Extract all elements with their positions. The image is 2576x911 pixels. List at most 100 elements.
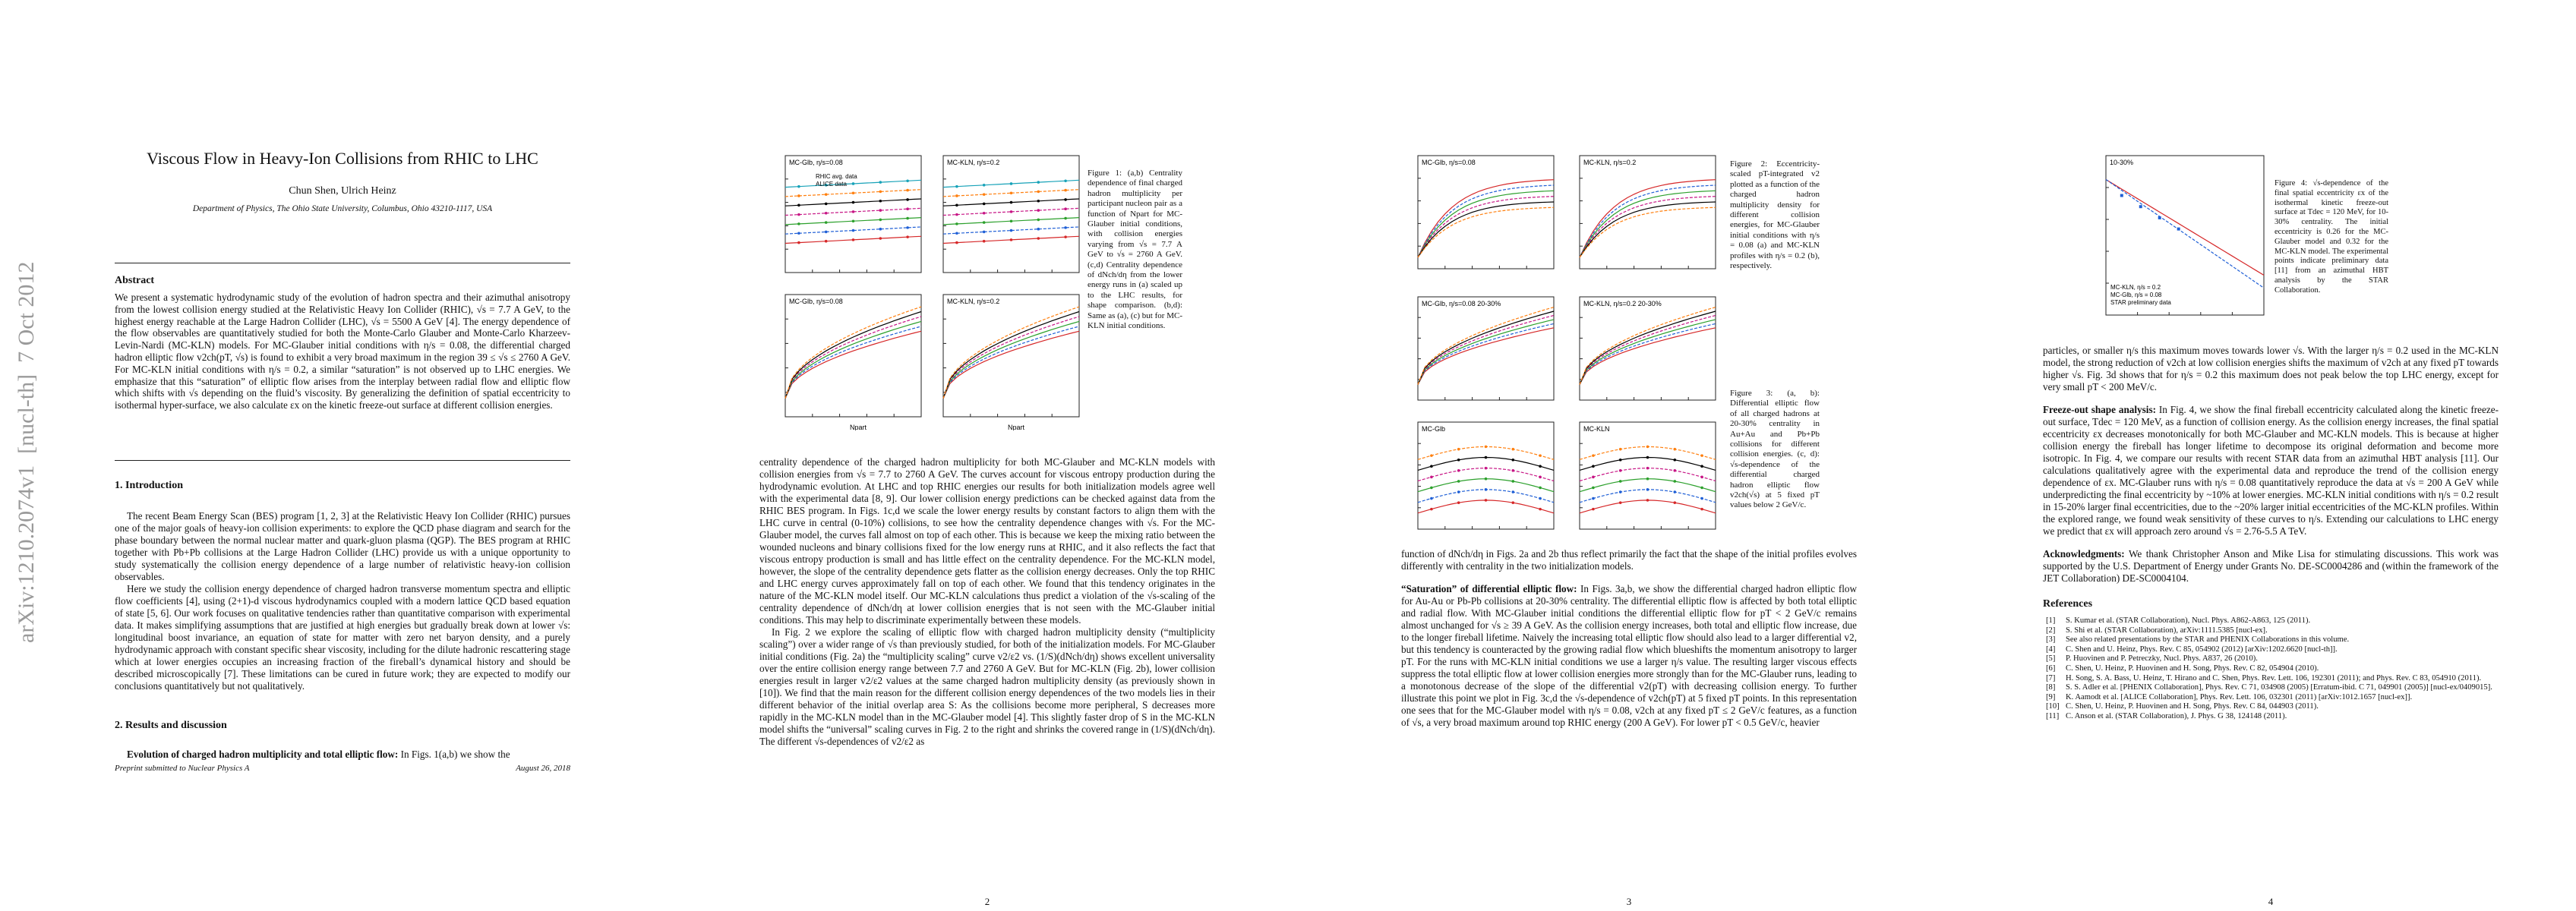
legend-entry: MC-KLN, η/s = 0.2 — [2110, 284, 2161, 291]
curve — [1579, 500, 1716, 514]
marker — [851, 219, 855, 223]
paragraph: centrality dependence of the charged had… — [759, 456, 1215, 626]
marker — [824, 221, 828, 224]
marker — [1539, 475, 1542, 479]
marker — [982, 202, 986, 206]
marker — [906, 235, 909, 238]
marker — [1430, 486, 1433, 490]
marker — [797, 184, 800, 188]
marker — [1700, 465, 1703, 468]
marker — [1430, 454, 1433, 457]
reference: [5] P. Huovinen and P. Petreczky, Nucl. P… — [2043, 654, 2499, 664]
marker — [851, 229, 855, 232]
paragraph: function of dNch/dη in Figs. 2a and 2b t… — [1401, 548, 1857, 572]
marker — [1009, 229, 1013, 232]
reference-text: C. Anson et al. (STAR Collaboration), J.… — [2066, 711, 2287, 720]
plot-frame — [784, 294, 922, 418]
marker — [982, 239, 986, 243]
marker — [1064, 198, 1067, 201]
marker — [851, 191, 855, 195]
reference-number: [5] — [2046, 654, 2056, 664]
panel-label: MC-Glb — [1422, 425, 1445, 433]
reference-text: H. Song, S. A. Bass, U. Heinz, T. Hirano… — [2066, 673, 2482, 682]
curve — [1417, 184, 1555, 258]
marker — [1592, 486, 1595, 490]
reference-text: C. Shen and U. Heinz, Phys. Rev. C 85, 0… — [2066, 645, 2338, 654]
reference-text: S. S. Adler et al. [PHENIX Collaboration… — [2066, 683, 2492, 692]
marker — [824, 211, 828, 215]
reference-text: C. Shen, U. Heinz, P. Huovinen and H. So… — [2066, 702, 2319, 711]
marker — [1064, 207, 1067, 211]
marker — [1009, 191, 1013, 195]
paragraph: Here we study the collision energy depen… — [115, 583, 570, 692]
plot-frame — [942, 294, 1080, 418]
marker — [1539, 454, 1542, 457]
data-point — [2120, 194, 2123, 197]
marker — [1511, 490, 1515, 493]
marker — [851, 200, 855, 204]
marker — [1457, 447, 1460, 451]
curve — [1417, 310, 1555, 385]
marker — [1511, 469, 1515, 472]
marker — [851, 210, 855, 213]
reference-text: C. Shen, U. Heinz, P. Huovinen and H. So… — [2066, 664, 2319, 673]
paragraph-text: We thank Christopher Anson and Mike Lisa… — [2043, 548, 2499, 584]
marker — [1700, 507, 1703, 511]
marker — [906, 207, 909, 211]
marker — [851, 182, 855, 185]
marker — [1009, 238, 1013, 241]
reference-number: [10] — [2046, 702, 2060, 711]
marker — [906, 216, 909, 220]
marker — [797, 213, 800, 216]
curve — [784, 310, 922, 399]
marker — [906, 226, 909, 229]
marker — [1618, 480, 1622, 483]
reference-number: [8] — [2046, 683, 2056, 692]
marker — [1511, 480, 1515, 483]
paragraph-text: In Fig. 4, we show the final fireball ec… — [2043, 404, 2499, 537]
marker — [1064, 235, 1067, 238]
marker — [1484, 499, 1488, 502]
marker — [1539, 465, 1542, 468]
marker — [1484, 445, 1488, 449]
run-in-heading: Acknowledgments: — [2043, 548, 2125, 560]
marker — [955, 184, 958, 188]
reference: [4] C. Shen and U. Heinz, Phys. Rev. C 85… — [2043, 645, 2499, 655]
marker — [1430, 475, 1433, 479]
marker — [797, 241, 800, 244]
figure-panel: MC-Glb, η/s=0.08 20-30% — [1417, 296, 1555, 401]
marker — [1430, 496, 1433, 500]
reference: [3] See also related presentations by the… — [2043, 635, 2499, 645]
marker — [1511, 447, 1515, 451]
marker — [824, 202, 828, 206]
paper-title: Viscous Flow in Heavy-Ion Collisions fro… — [147, 149, 538, 168]
marker — [1064, 226, 1067, 229]
marker — [1484, 456, 1488, 459]
marker — [1700, 454, 1703, 457]
marker — [1009, 200, 1013, 204]
curve — [784, 330, 922, 399]
marker — [1592, 507, 1595, 511]
reference: [7] H. Song, S. A. Bass, U. Heinz, T. Hir… — [2043, 674, 2499, 684]
marker — [1430, 507, 1433, 511]
curve — [942, 320, 1080, 399]
curve — [1417, 206, 1555, 258]
authors: Chun Shen, Ulrich Heinz — [289, 185, 396, 197]
reference: [1] S. Kumar et al. (STAR Collaboration),… — [2043, 616, 2499, 626]
reference: [9] K. Aamodt et al. [ALICE Collaboration… — [2043, 693, 2499, 703]
figure-caption: Figure 3: (a, b): Differential elliptic … — [1730, 389, 1820, 510]
marker — [1457, 480, 1460, 483]
figure-panel: MC-KLN, η/s=0.2 — [942, 155, 1080, 273]
reference-number: [9] — [2046, 692, 2056, 701]
panel-label: MC-KLN — [1583, 425, 1610, 433]
curve — [1417, 307, 1555, 385]
marker — [824, 184, 828, 187]
marker — [1646, 445, 1649, 449]
marker — [1457, 501, 1460, 504]
marker — [1009, 182, 1013, 185]
marker — [1037, 218, 1040, 222]
marker — [982, 230, 986, 234]
paragraph: Freeze-out shape analysis: In Fig. 4, we… — [2043, 404, 2499, 537]
panel-label: MC-KLN, η/s=0.2 — [947, 159, 999, 166]
figure-panel: MC-KLN, η/s=0.2 20-30% — [1579, 296, 1716, 401]
